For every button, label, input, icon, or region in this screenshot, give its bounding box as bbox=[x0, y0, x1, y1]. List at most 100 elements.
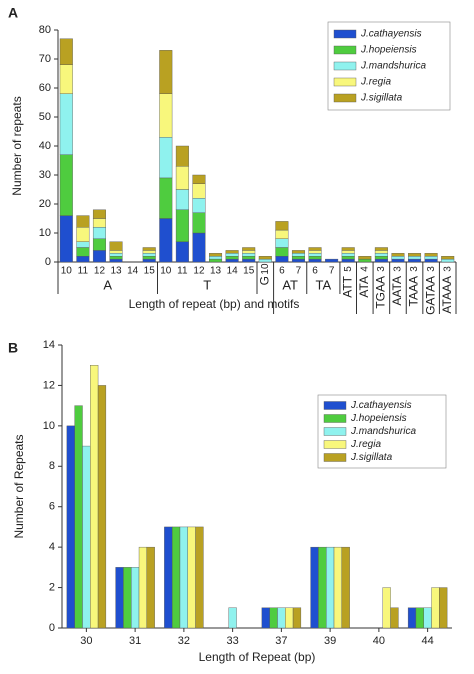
y-tick-label: 60 bbox=[39, 82, 51, 94]
bar-segment bbox=[59, 93, 73, 155]
bar-segment bbox=[242, 250, 256, 254]
bar bbox=[171, 526, 181, 629]
bar bbox=[333, 546, 343, 629]
bar-segment bbox=[341, 250, 355, 254]
bar-segment bbox=[374, 253, 388, 257]
bar bbox=[131, 567, 140, 629]
bar-segment bbox=[408, 258, 422, 263]
bar-segment bbox=[92, 226, 106, 239]
group-label: AATA bbox=[390, 276, 404, 306]
y-tick-label: 12 bbox=[43, 379, 55, 391]
bar-segment bbox=[275, 238, 289, 248]
bar bbox=[115, 567, 124, 629]
group-label: A bbox=[103, 277, 112, 292]
x-tick-label: 10 bbox=[260, 263, 271, 275]
bar-segment bbox=[341, 256, 355, 260]
bar-segment bbox=[374, 250, 388, 254]
x-tick-label: 7 bbox=[329, 266, 335, 277]
bar-segment bbox=[225, 253, 239, 257]
legend-label: J.sigillata bbox=[350, 452, 393, 463]
x-tick-label: 12 bbox=[193, 266, 205, 277]
bar-segment bbox=[192, 212, 206, 234]
bar-segment bbox=[308, 253, 322, 257]
bar bbox=[292, 607, 302, 629]
x-tick-label: 15 bbox=[144, 266, 156, 277]
bar-segment bbox=[175, 189, 189, 210]
bar-segment bbox=[242, 253, 256, 257]
legend-label: J.cathayensis bbox=[350, 400, 412, 411]
legend-swatch bbox=[323, 401, 347, 410]
y-tick-label: 30 bbox=[39, 169, 51, 181]
bar-segment bbox=[308, 258, 322, 263]
bar-segment bbox=[424, 258, 438, 263]
x-tick-label: 3 bbox=[409, 266, 420, 272]
legend-swatch bbox=[333, 77, 357, 87]
y-axis-label: Number of Repeats bbox=[12, 434, 26, 538]
x-tick-label: 6 bbox=[279, 266, 285, 277]
bar-segment bbox=[76, 226, 90, 242]
x-tick-label: 39 bbox=[324, 635, 336, 647]
legend-label: J.hopeiensis bbox=[350, 413, 407, 424]
bar-segment bbox=[308, 250, 322, 254]
x-tick-label: 13 bbox=[210, 266, 222, 277]
bar-segment bbox=[242, 256, 256, 260]
bar-segment bbox=[374, 258, 388, 263]
bar-segment bbox=[109, 250, 123, 254]
bar-segment bbox=[275, 221, 289, 231]
bar-segment bbox=[92, 209, 106, 219]
y-axis-label: Number of repeats bbox=[10, 96, 24, 195]
bar bbox=[146, 546, 155, 629]
bar bbox=[439, 587, 448, 629]
y-tick-label: 8 bbox=[49, 460, 55, 472]
bar-segment bbox=[242, 258, 256, 263]
x-tick-label: 6 bbox=[312, 266, 318, 277]
bar-segment bbox=[76, 215, 90, 228]
bar-segment bbox=[109, 253, 123, 257]
bar-segment bbox=[291, 258, 305, 263]
bar-segment bbox=[142, 250, 156, 254]
group-label: TA bbox=[316, 277, 332, 292]
x-tick-label: 3 bbox=[376, 266, 387, 272]
bar bbox=[423, 607, 432, 629]
bar bbox=[341, 546, 350, 629]
bar-segment bbox=[159, 177, 173, 219]
x-tick-label: 13 bbox=[110, 266, 122, 277]
x-tick-label: 11 bbox=[78, 266, 89, 277]
bar-segment bbox=[159, 93, 173, 138]
bar-segment bbox=[109, 258, 123, 263]
bar bbox=[415, 607, 424, 629]
bar-segment bbox=[374, 256, 388, 260]
y-tick-label: 4 bbox=[49, 541, 55, 553]
bar bbox=[269, 607, 278, 629]
x-tick-label: 44 bbox=[422, 635, 434, 647]
bar-segment bbox=[308, 256, 322, 260]
x-axis-label: Length of Repeat (bp) bbox=[199, 650, 316, 664]
bar bbox=[123, 567, 132, 629]
legend-label: J.regia bbox=[360, 77, 391, 88]
legend-label: J.hopeiensis bbox=[360, 45, 417, 56]
x-tick-label: 33 bbox=[227, 635, 239, 647]
bar-segment bbox=[192, 174, 206, 184]
x-tick-label: 3 bbox=[393, 266, 404, 272]
y-tick-label: 40 bbox=[39, 140, 51, 152]
y-tick-label: 2 bbox=[49, 581, 55, 593]
x-tick-label: 14 bbox=[127, 266, 139, 277]
x-tick-label: 7 bbox=[296, 266, 302, 277]
group-label: T bbox=[203, 277, 211, 292]
bar-segment bbox=[391, 253, 405, 257]
bar bbox=[90, 365, 99, 629]
bar-segment bbox=[441, 258, 455, 263]
bar-segment bbox=[159, 218, 173, 263]
legend-swatch bbox=[323, 453, 347, 462]
bar-segment bbox=[175, 166, 189, 190]
bar bbox=[382, 587, 391, 629]
legend-swatch bbox=[333, 93, 357, 103]
x-tick-label: 4 bbox=[359, 266, 370, 272]
bar-segment bbox=[192, 183, 206, 199]
bar bbox=[318, 546, 327, 629]
legend-label: J.cathayensis bbox=[360, 29, 422, 40]
bar bbox=[261, 607, 270, 629]
x-axis-label: Length of repeat (bp) and motifs bbox=[129, 297, 300, 311]
panel-label: A bbox=[8, 5, 18, 21]
